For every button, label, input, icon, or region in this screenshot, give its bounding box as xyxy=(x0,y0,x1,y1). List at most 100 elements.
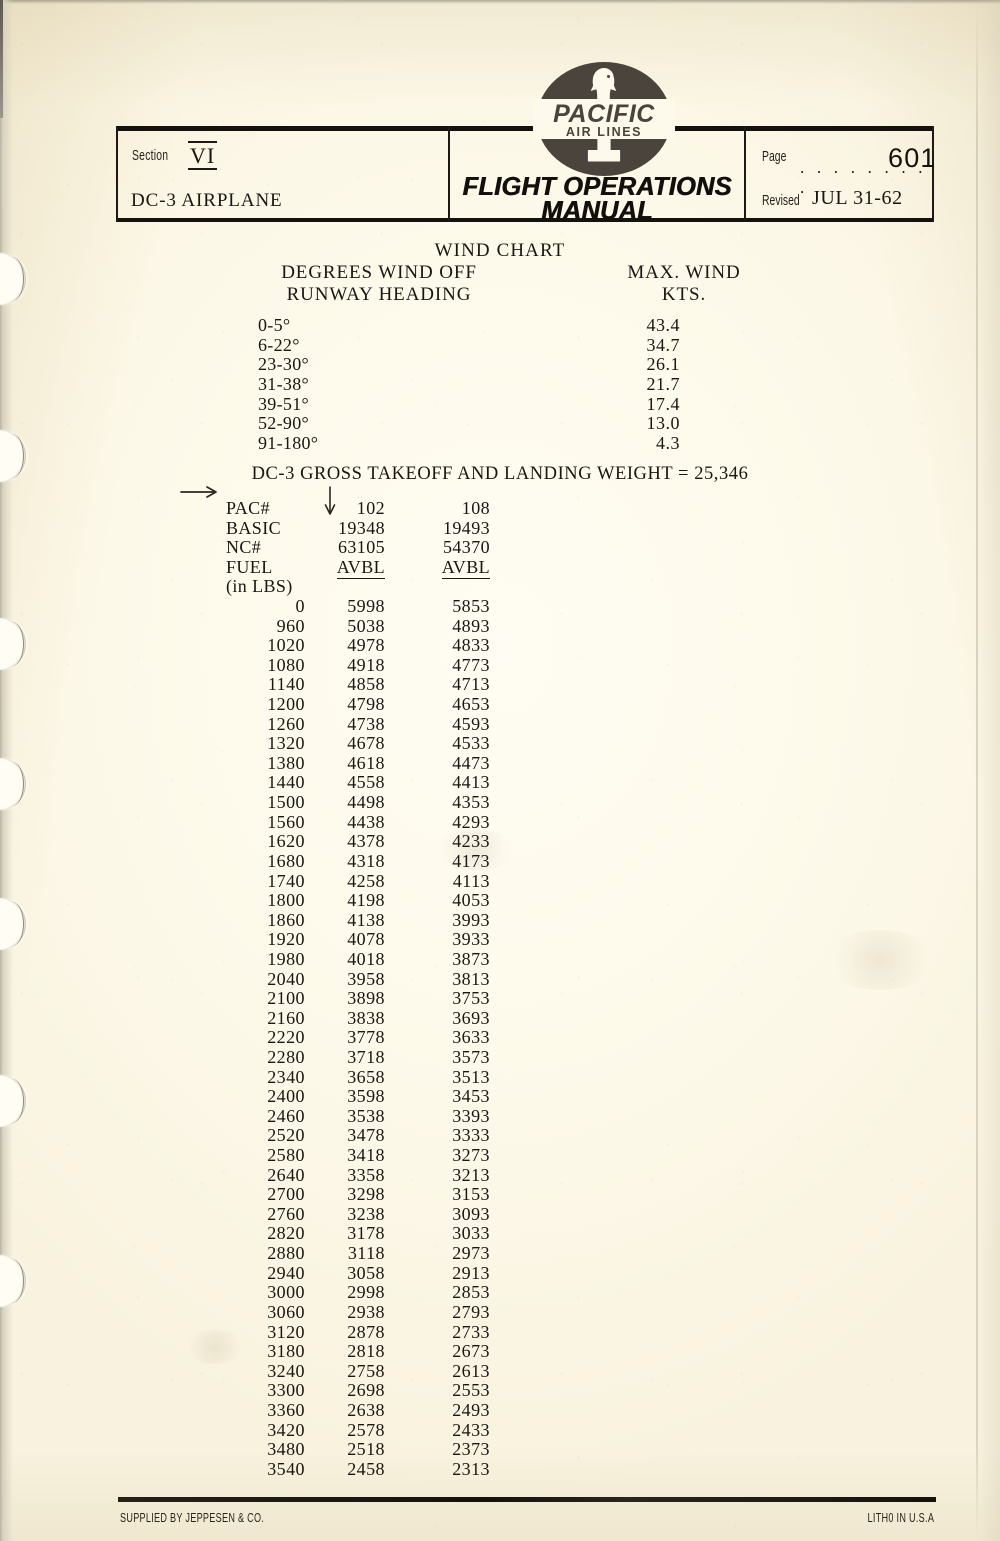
avbl-pac108-value: 4473 xyxy=(452,752,490,773)
weight-table-row: 1620 4378 4233 xyxy=(0,831,1000,851)
avbl-pac108-value: 4353 xyxy=(452,792,490,813)
fuel-lbs-value: 3480 xyxy=(267,1439,305,1460)
avbl-pac102-value: 2878 xyxy=(347,1321,385,1342)
revised-label: Revised xyxy=(762,193,800,209)
weight-table-row: 2940 3058 2913 xyxy=(0,1263,1000,1283)
weight-meta-col2: 54370 xyxy=(390,537,490,558)
fuel-lbs-value: 1200 xyxy=(267,694,305,715)
avbl-pac108-value: 4113 xyxy=(452,870,490,891)
manual-title-line1: FLIGHT OPERATIONS xyxy=(462,173,732,201)
wind-chart-row: 31-38° 21.7 xyxy=(0,374,1000,394)
header-cell-section: Section VI DC-3 AIRPLANE xyxy=(116,131,448,218)
wind-chart-row: 6-22° 34.7 xyxy=(0,335,1000,355)
weight-table-row: 3120 2878 2733 xyxy=(0,1322,1000,1342)
weight-table-row: 2460 3538 3393 xyxy=(0,1106,1000,1126)
airplane-type: DC-3 AIRPLANE xyxy=(131,190,283,211)
avbl-pac108-value: 2553 xyxy=(452,1380,490,1401)
fuel-lbs-value: 2880 xyxy=(267,1243,305,1264)
avbl-pac108-value: 4413 xyxy=(452,772,490,793)
weight-table-row: 1920 4078 3933 xyxy=(0,929,1000,949)
avbl-pac102-value: 3898 xyxy=(347,988,385,1009)
avbl-pac102-value: 4678 xyxy=(347,733,385,754)
avbl-pac108-value: 3393 xyxy=(452,1105,490,1126)
weight-table-row: 2160 3838 3693 xyxy=(0,1008,1000,1028)
avbl-pac108-value: 4533 xyxy=(452,733,490,754)
fuel-lbs-value: 3000 xyxy=(267,1282,305,1303)
weight-table-row: 1020 4978 4833 xyxy=(0,635,1000,655)
avbl-pac102-value: 4798 xyxy=(347,694,385,715)
weight-table-row: 3420 2578 2433 xyxy=(0,1420,1000,1440)
avbl-pac108-value: 4653 xyxy=(452,694,490,715)
avbl-pac102-value: 4558 xyxy=(347,772,385,793)
avbl-pac108-value: 3873 xyxy=(452,948,490,969)
fuel-lbs-value: 3540 xyxy=(267,1458,305,1479)
footer-litho: LITH0 IN U.S.A xyxy=(867,1510,934,1525)
avbl-pac108-value: 4293 xyxy=(452,811,490,832)
avbl-pac108-value: 2973 xyxy=(452,1243,490,1264)
header-cell-page: Page . . . . . . . . . 601 Revised JUL 3… xyxy=(746,131,935,218)
avbl-pac108-value: 2433 xyxy=(452,1419,490,1440)
weight-table-row: 2700 3298 3153 xyxy=(0,1184,1000,1204)
weight-table-row: 960 5038 4893 xyxy=(0,616,1000,636)
avbl-pac102-value: 4378 xyxy=(347,831,385,852)
avbl-pac102-value: 3478 xyxy=(347,1125,385,1146)
fuel-lbs-value: 1980 xyxy=(267,948,305,969)
svg-text:AIR LINES: AIR LINES xyxy=(566,125,642,139)
weight-table-row: 3060 2938 2793 xyxy=(0,1302,1000,1322)
weight-table-meta-row: BASIC 19348 19493 xyxy=(0,518,1000,538)
fuel-lbs-value: 2640 xyxy=(267,1164,305,1185)
wind-chart-col1-header: DEGREES WIND OFF RUNWAY HEADING xyxy=(264,262,494,305)
avbl-pac102-value: 4318 xyxy=(347,850,385,871)
weight-table-row: 2580 3418 3273 xyxy=(0,1145,1000,1165)
avbl-pac102-value: 3058 xyxy=(347,1262,385,1283)
wind-max-kts-value: 4.3 xyxy=(656,433,680,454)
avbl-pac108-value: 3633 xyxy=(452,1027,490,1048)
avbl-pac108-value: 4893 xyxy=(452,615,490,636)
weight-table-row: 1680 4318 4173 xyxy=(0,851,1000,871)
header-divider-2 xyxy=(744,126,746,222)
wind-degrees-value: 31-38° xyxy=(258,374,309,395)
fuel-lbs-value: 2160 xyxy=(267,1007,305,1028)
weight-meta-col2-value: 19493 xyxy=(443,517,490,538)
fuel-lbs-value: 2100 xyxy=(267,988,305,1009)
avbl-pac108-value: 4713 xyxy=(452,674,490,695)
avbl-pac108-value: 3033 xyxy=(452,1223,490,1244)
footer-rule xyxy=(118,1497,936,1502)
weight-table-row: 3000 2998 2853 xyxy=(0,1282,1000,1302)
fuel-lbs-value: 2340 xyxy=(267,1066,305,1087)
fuel-lbs-value: 1260 xyxy=(267,713,305,734)
avbl-pac102-value: 4738 xyxy=(347,713,385,734)
fuel-lbs-value: 2400 xyxy=(267,1086,305,1107)
weight-table-row: 2280 3718 3573 xyxy=(0,1047,1000,1067)
fuel-lbs-value: 3300 xyxy=(267,1380,305,1401)
weight-table-row: 2040 3958 3813 xyxy=(0,969,1000,989)
fuel-lbs-value: 2520 xyxy=(267,1125,305,1146)
fuel-lbs-value: 1140 xyxy=(267,674,305,695)
weight-meta-col1: AVBL xyxy=(285,556,385,579)
fuel-lbs-value: 2280 xyxy=(267,1046,305,1067)
weight-meta-col1-value: 63105 xyxy=(338,537,385,558)
wind-chart-row: 0-5° 43.4 xyxy=(0,315,1000,335)
fuel-lbs-value: 3180 xyxy=(267,1341,305,1362)
weight-meta-col2-value: 108 xyxy=(461,498,490,518)
fuel-lbs-value: 1920 xyxy=(267,929,305,950)
gross-weight-note: DC-3 GROSS TAKEOFF AND LANDING WEIGHT = … xyxy=(251,464,749,484)
fuel-lbs-value: 1320 xyxy=(267,733,305,754)
fuel-lbs-value: 1800 xyxy=(267,890,305,911)
avbl-pac102-value: 2518 xyxy=(347,1439,385,1460)
avbl-pac102-value: 4138 xyxy=(347,909,385,930)
avbl-pac108-value: 2853 xyxy=(452,1282,490,1303)
weight-meta-label: FUEL xyxy=(226,556,273,577)
wind-col1-header-line1: DEGREES WIND OFF xyxy=(281,262,477,283)
wind-max-kts-value: 21.7 xyxy=(646,374,680,395)
fuel-lbs-value: 2940 xyxy=(267,1262,305,1283)
wind-degrees-value: 0-5° xyxy=(258,315,291,335)
manual-title-line2: MANUAL xyxy=(541,197,653,225)
fuel-lbs-value: 1680 xyxy=(267,850,305,871)
avbl-pac102-value: 4918 xyxy=(347,654,385,675)
fuel-lbs-value: 1500 xyxy=(267,792,305,813)
avbl-pac108-value: 3813 xyxy=(452,968,490,989)
weight-table: PAC# 102 108 BASIC 19348 19493 NC# 63105 54370 FU… xyxy=(0,498,1000,1479)
